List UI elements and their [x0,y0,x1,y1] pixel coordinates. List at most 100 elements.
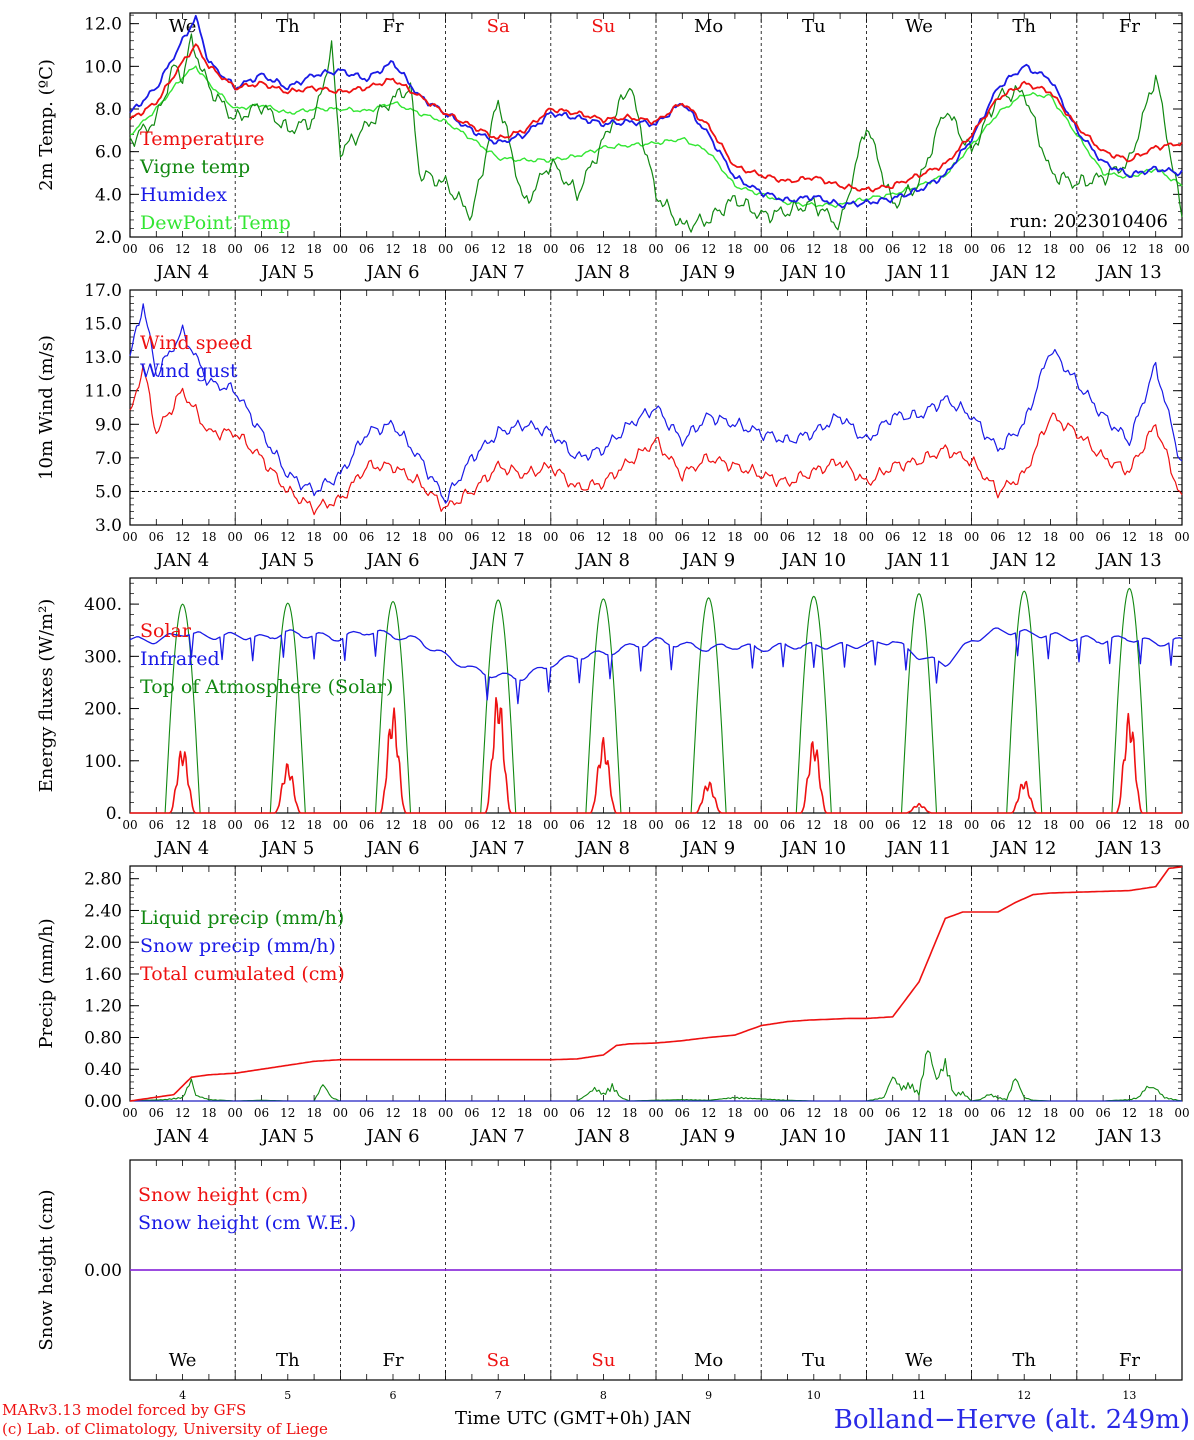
hour-tick-label: 12 [1017,1106,1032,1120]
y-tick-label: 6.0 [95,143,122,163]
series-temperature [129,43,1183,193]
hour-tick-label: 06 [359,1106,374,1120]
date-label: JAN 4 [154,262,209,283]
hour-tick-label: 06 [359,242,374,256]
hour-tick-label: 18 [832,818,847,832]
hour-tick-label: 00 [438,1106,453,1120]
y-tick-label: 0.80 [84,1028,122,1048]
weekday-label: Sa [487,1350,510,1371]
hour-tick-label: 06 [254,1106,269,1120]
hour-tick-label: 06 [464,818,479,832]
y-axis-title: 10m Wind (m/s) [36,335,57,480]
station-name: Bolland−Herve (alt. 249m) [834,1405,1190,1435]
hour-tick-label: 06 [149,1106,164,1120]
hour-tick-label: 12 [911,818,926,832]
hour-tick-label: 00 [543,818,558,832]
hour-tick-label: 06 [885,242,900,256]
hour-tick-label: 00 [964,818,979,832]
date-label: JAN 4 [154,1126,209,1147]
hour-tick-label: 18 [412,818,427,832]
day-number-label: 8 [600,1389,607,1402]
weekday-label: Tu [802,16,826,37]
date-label: JAN 13 [1095,550,1162,571]
hour-tick-label: 18 [622,1106,637,1120]
hour-tick-label: 06 [885,818,900,832]
y-tick-label: 9.0 [95,415,122,435]
y-tick-label: 1.60 [84,965,122,985]
hour-tick-label: 18 [1148,818,1163,832]
hour-tick-label: 06 [569,1106,584,1120]
weekday-label: We [905,16,933,37]
hour-tick-label: 18 [622,818,637,832]
hour-tick-label: 18 [412,242,427,256]
hour-tick-label: 12 [385,242,400,256]
hour-tick-label: 00 [859,530,874,544]
day-number-label: 12 [1017,1389,1031,1402]
y-axis-title: Precip (mm/h) [36,918,57,1048]
hour-tick-label: 00 [1174,242,1189,256]
panel-energy: 00 06 12 18 JAN 4 00 06 12 18 JAN 5 00 06 12 18 JAN 6 0… [36,577,1190,859]
hour-tick-label: 18 [1043,530,1058,544]
y-tick-label: 13.0 [84,348,122,368]
weekday-label: Fr [1119,1350,1140,1371]
hour-tick-label: 18 [412,530,427,544]
hour-tick-label: 00 [964,530,979,544]
y-axis-title: Energy fluxes (W/m²) [36,599,57,793]
hour-tick-label: 06 [569,818,584,832]
hour-tick-label: 06 [1095,818,1110,832]
hour-tick-label: 18 [517,1106,532,1120]
date-label: JAN 8 [575,838,630,859]
date-label: JAN 10 [780,838,847,859]
y-tick-label: 17.0 [84,281,122,301]
hour-tick-label: 18 [517,818,532,832]
hour-tick-label: 06 [780,530,795,544]
hour-tick-label: 12 [1122,530,1137,544]
date-label: JAN 11 [885,838,952,859]
date-label: JAN 11 [885,262,952,283]
hour-tick-label: 00 [228,1106,243,1120]
hour-tick-label: 06 [675,1106,690,1120]
weekday-label: Th [276,1350,300,1371]
panel-wind: 00 06 12 18 JAN 4 00 06 12 18 JAN 5 00 06 12 18 JAN 6 0… [36,281,1190,571]
y-tick-label: 4.0 [95,185,122,205]
hour-tick-label: 06 [359,818,374,832]
hour-tick-label: 00 [228,242,243,256]
hour-tick-label: 18 [1148,1106,1163,1120]
legend-entry: Infrared [140,648,220,670]
hour-tick-label: 12 [1017,242,1032,256]
weekday-label: Mo [694,1350,723,1371]
hour-tick-label: 12 [806,818,821,832]
hour-tick-label: 18 [306,242,321,256]
hour-tick-label: 12 [280,818,295,832]
hour-tick-label: 12 [175,1106,190,1120]
legend-entry: Total cumulated (cm) [140,963,345,985]
hour-tick-label: 00 [333,818,348,832]
hour-tick-label: 00 [438,242,453,256]
hour-tick-label: 00 [648,818,663,832]
weekday-label: We [169,1350,197,1371]
date-label: JAN 10 [780,550,847,571]
hour-tick-label: 12 [806,530,821,544]
hour-tick-label: 12 [701,242,716,256]
hour-tick-label: 12 [1122,1106,1137,1120]
hour-tick-label: 06 [1095,1106,1110,1120]
hour-tick-label: 12 [1122,818,1137,832]
series-wind-speed [129,364,1183,516]
hour-tick-label: 12 [491,1106,506,1120]
hour-tick-label: 00 [228,530,243,544]
hour-tick-label: 12 [1122,242,1137,256]
date-label: JAN 12 [990,1126,1057,1147]
y-tick-label: 0.00 [84,1261,122,1281]
hour-tick-label: 00 [122,818,137,832]
hour-tick-label: 12 [701,530,716,544]
hour-tick-label: 06 [990,818,1005,832]
hour-tick-label: 00 [122,1106,137,1120]
weekday-label: We [169,16,197,37]
legend-entry: Temperature [140,128,264,150]
hour-tick-label: 12 [385,530,400,544]
weekday-label: Sa [487,16,510,37]
legend-entry: Wind speed [140,332,252,354]
hour-tick-label: 12 [175,818,190,832]
hour-tick-label: 18 [306,1106,321,1120]
series-wind-gust [129,303,1183,504]
